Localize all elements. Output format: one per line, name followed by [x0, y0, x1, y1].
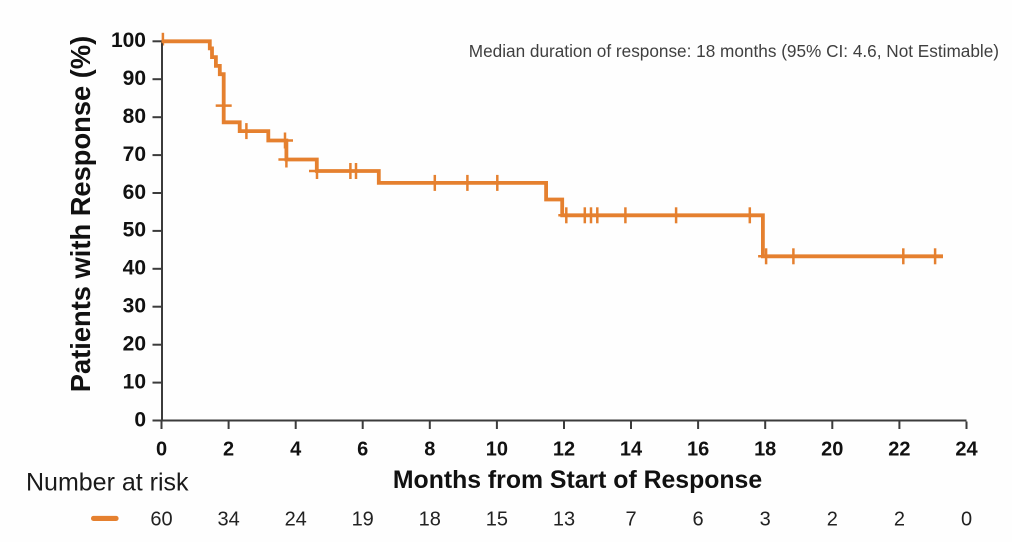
svg-text:Median duration of response: 1: Median duration of response: 18 months (… — [469, 41, 999, 61]
svg-text:6: 6 — [357, 439, 368, 461]
svg-text:100: 100 — [111, 29, 146, 52]
svg-text:22: 22 — [888, 439, 910, 461]
svg-text:15: 15 — [486, 509, 508, 531]
svg-text:60: 60 — [123, 181, 146, 204]
svg-text:18: 18 — [419, 509, 441, 531]
svg-text:Number at risk: Number at risk — [26, 469, 189, 497]
svg-text:Patients with Response (%): Patients with Response (%) — [65, 36, 96, 392]
svg-text:18: 18 — [754, 439, 776, 461]
svg-text:10: 10 — [486, 439, 508, 461]
svg-text:0: 0 — [156, 439, 167, 461]
svg-text:2: 2 — [827, 509, 838, 531]
svg-text:0: 0 — [961, 509, 972, 531]
svg-text:90: 90 — [123, 67, 146, 90]
svg-text:14: 14 — [620, 439, 643, 461]
svg-text:60: 60 — [150, 509, 172, 531]
svg-text:24: 24 — [955, 439, 978, 461]
svg-text:2: 2 — [223, 439, 234, 461]
svg-text:30: 30 — [123, 295, 146, 318]
svg-text:16: 16 — [687, 439, 709, 461]
svg-text:Months from Start of Response: Months from Start of Response — [393, 467, 762, 494]
svg-text:20: 20 — [821, 439, 843, 461]
svg-text:6: 6 — [693, 509, 704, 531]
svg-text:10: 10 — [123, 370, 146, 393]
svg-text:70: 70 — [123, 143, 146, 166]
svg-text:40: 40 — [123, 257, 146, 280]
svg-text:7: 7 — [625, 509, 636, 531]
svg-text:4: 4 — [290, 439, 302, 461]
svg-text:3: 3 — [760, 509, 771, 531]
svg-text:80: 80 — [123, 105, 146, 128]
svg-text:0: 0 — [134, 408, 146, 431]
svg-text:34: 34 — [217, 509, 239, 531]
svg-text:8: 8 — [424, 439, 435, 461]
svg-text:24: 24 — [285, 509, 307, 531]
svg-text:50: 50 — [123, 219, 146, 242]
svg-text:2: 2 — [894, 509, 905, 531]
svg-text:13: 13 — [553, 509, 575, 531]
svg-text:20: 20 — [123, 333, 146, 356]
svg-text:12: 12 — [553, 439, 575, 461]
svg-text:19: 19 — [352, 509, 374, 531]
